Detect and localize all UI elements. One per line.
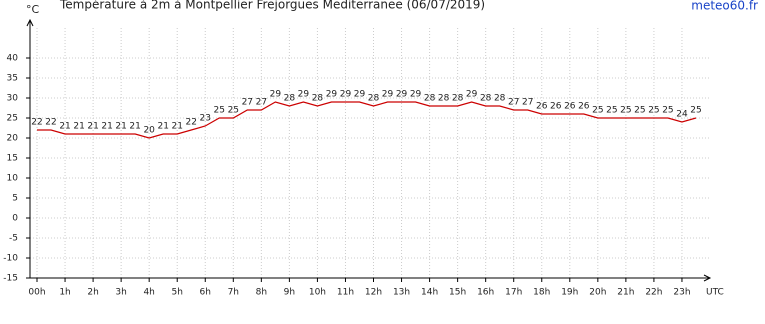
data-label: 25: [592, 106, 603, 116]
data-label: 25: [662, 106, 673, 116]
y-tick-label: -5: [9, 234, 18, 244]
data-label: 28: [452, 94, 464, 104]
data-label: 21: [87, 122, 98, 132]
y-tick-label: 25: [7, 114, 18, 124]
x-tick-label: 1h: [59, 288, 70, 298]
data-label: 27: [242, 98, 253, 108]
y-tick-label: -15: [3, 274, 18, 284]
data-label: 28: [312, 94, 324, 104]
x-tick-label: 13h: [393, 288, 410, 298]
x-tick-label: 22h: [645, 288, 662, 298]
data-label: 29: [466, 90, 478, 100]
data-label: 25: [228, 106, 239, 116]
data-label: 29: [298, 90, 310, 100]
x-tick-label: 19h: [561, 288, 578, 298]
data-label: 25: [606, 106, 617, 116]
data-label: 21: [129, 122, 140, 132]
x-tick-label: 21h: [617, 288, 634, 298]
data-label: 26: [536, 102, 548, 112]
y-tick-label: 35: [7, 74, 18, 84]
y-axis: [26, 18, 34, 278]
data-label: 26: [578, 102, 590, 112]
data-label: 23: [200, 114, 211, 124]
data-label: 28: [438, 94, 450, 104]
data-label: 24: [676, 110, 688, 120]
data-label: 25: [648, 106, 659, 116]
x-tick-label: 5h: [171, 288, 182, 298]
x-tick-label: 00h: [28, 288, 45, 298]
x-tick-label: 16h: [477, 288, 494, 298]
data-label: 29: [340, 90, 352, 100]
x-tick-label: 3h: [115, 288, 126, 298]
data-label: 21: [171, 122, 182, 132]
x-tick-label: 12h: [365, 288, 382, 298]
x-tick-label: 18h: [533, 288, 550, 298]
x-tick-label: 10h: [309, 288, 326, 298]
y-tick-label: 20: [7, 134, 19, 144]
x-tick-label: 23h: [673, 288, 690, 298]
source: meteo60.fr: [691, 0, 758, 13]
x-tick-label: 7h: [228, 288, 239, 298]
x-tick-label: 17h: [505, 288, 522, 298]
x-axis: [30, 274, 712, 282]
data-label: 25: [634, 106, 645, 116]
data-label: 22: [31, 118, 42, 128]
data-label: 29: [354, 90, 366, 100]
x-tick-label: 15h: [449, 288, 466, 298]
data-label: 28: [494, 94, 506, 104]
data-label: 29: [382, 90, 394, 100]
data-label: 21: [101, 122, 112, 132]
data-label: 26: [564, 102, 576, 112]
x-tick-label: 8h: [256, 288, 267, 298]
y-tick-label: 15: [7, 154, 18, 164]
y-tick-label: 10: [7, 174, 19, 184]
data-label: 28: [284, 94, 296, 104]
data-label: 21: [115, 122, 126, 132]
data-label: 28: [424, 94, 436, 104]
data-label: 25: [620, 106, 631, 116]
y-axis-label: °C: [26, 3, 40, 16]
y-tick-label: 40: [7, 54, 19, 64]
y-tick-label: -10: [3, 254, 18, 264]
x-tick-label: 14h: [421, 288, 438, 298]
data-label: 21: [157, 122, 168, 132]
y-tick-label: 0: [12, 214, 18, 224]
x-tick-label: 11h: [337, 288, 354, 298]
data-label: 26: [550, 102, 562, 112]
data-label: 22: [45, 118, 56, 128]
data-label: 28: [368, 94, 380, 104]
data-label: 21: [73, 122, 84, 132]
data-label: 22: [186, 118, 197, 128]
data-label: 27: [256, 98, 267, 108]
chart-title: Température à 2m à Montpellier Frejorgue…: [59, 0, 485, 12]
data-label: 27: [508, 98, 519, 108]
data-label: 20: [143, 126, 155, 136]
data-label: 25: [214, 106, 225, 116]
data-label: 29: [270, 90, 282, 100]
x-tick-label: 20h: [589, 288, 606, 298]
data-label: 29: [396, 90, 408, 100]
data-label: 21: [59, 122, 70, 132]
data-label: 29: [326, 90, 338, 100]
line: [37, 101, 697, 139]
x-tick-label: 9h: [284, 288, 295, 298]
y-tick-label: 5: [12, 194, 18, 204]
x-tick-label: 6h: [200, 288, 211, 298]
x-tick-label: 2h: [87, 288, 98, 298]
x-axis-label: UTC: [706, 288, 724, 298]
data-label: 25: [690, 106, 701, 116]
x-tick-label: 4h: [143, 288, 154, 298]
data-label: 28: [480, 94, 492, 104]
data-label: 29: [410, 90, 422, 100]
data-label: 27: [522, 98, 533, 108]
y-tick-label: 30: [7, 94, 19, 104]
